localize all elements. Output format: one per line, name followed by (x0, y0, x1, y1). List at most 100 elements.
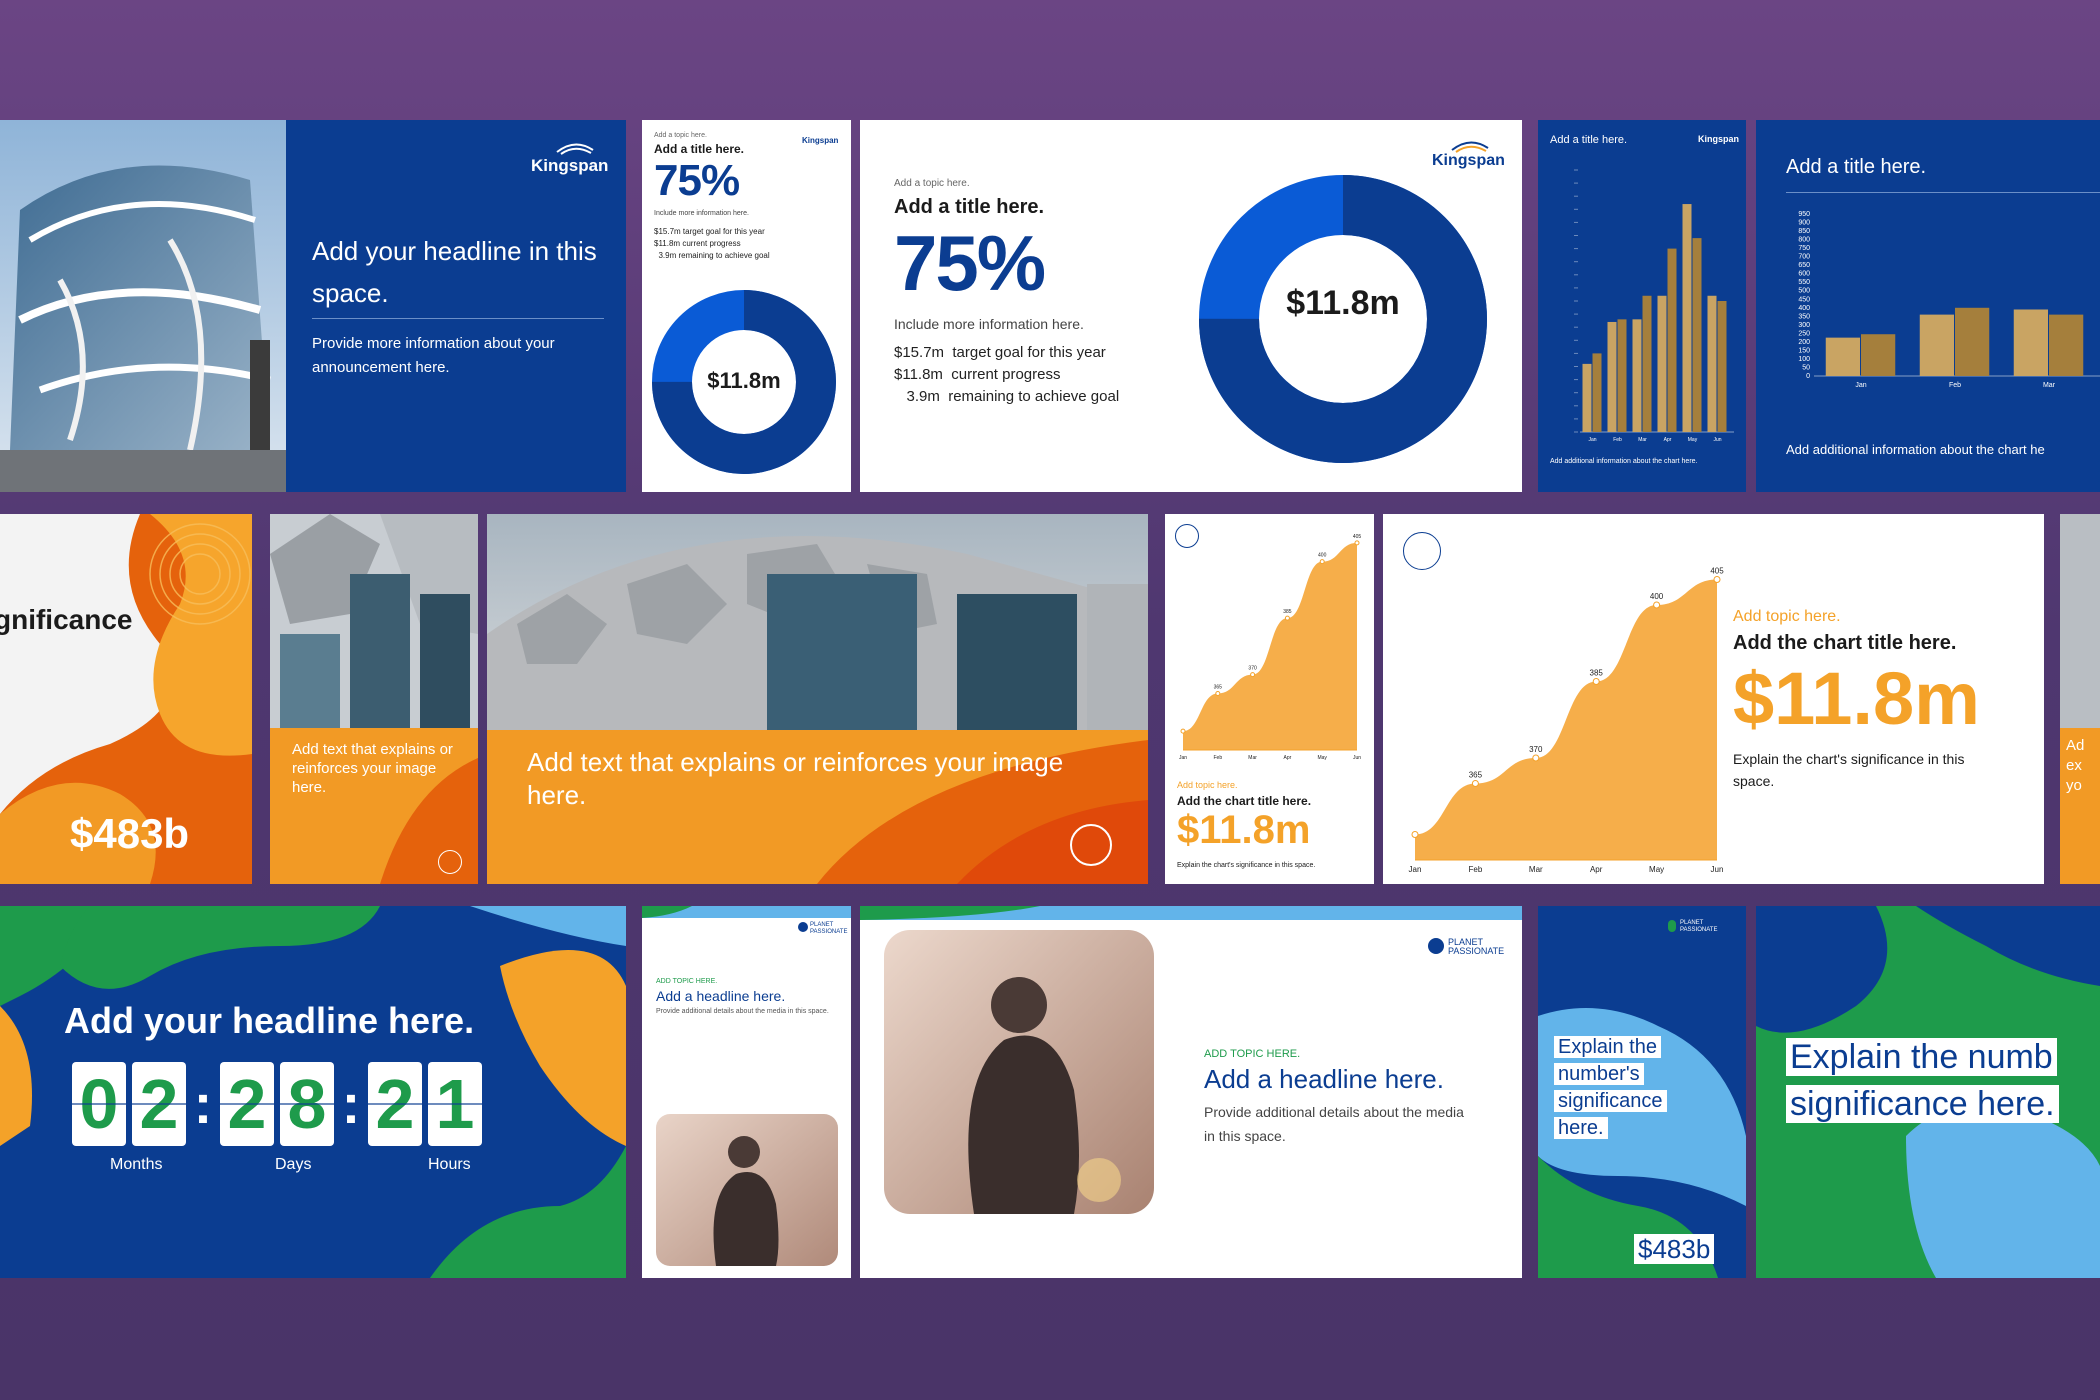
title: Add the chart title here. (1733, 632, 1957, 654)
area-fill (1415, 579, 1717, 860)
slide-number-landscape[interactable]: Explain the numb significance here. (1756, 906, 2100, 1278)
digit: 2 (220, 1062, 274, 1146)
y-tick-label: 350 (1798, 313, 1810, 320)
number-caption: Explain the number's significance here. (1554, 1034, 1694, 1142)
data-label: 400 (1650, 592, 1664, 601)
building-photo (487, 514, 1148, 730)
data-point (1284, 615, 1290, 621)
people-passionate-logo-icon (1175, 524, 1199, 548)
planet-logo-icon (798, 922, 808, 932)
headline: Add your headline in this space. (312, 236, 597, 308)
slide-bar-portrait[interactable]: Add a title here. Kingspan Jan Feb Mar Apr M… (1538, 120, 1746, 492)
slide-area-portrait[interactable]: Jan 365 Feb 370 Mar 385 Apr 400 May 405 Jun Add to… (1165, 514, 1374, 884)
woman-photo (656, 1114, 838, 1266)
title: Add a title here. (1550, 134, 1628, 146)
slide-number-portrait[interactable]: PLANET PASSIONATE Explain the number's s… (1538, 906, 1746, 1278)
building-photo (0, 120, 286, 492)
planet-logo-icon (1668, 920, 1676, 932)
info: Include more information here. (654, 210, 749, 217)
x-tick-label: Mar (1638, 437, 1647, 443)
footer: Add additional information about the cha… (1786, 442, 2045, 457)
y-tick-label: 850 (1798, 228, 1810, 235)
slide-partial-orange[interactable]: Ad ex yo (2060, 514, 2100, 884)
slide-image-landscape[interactable]: Add text that explains or reinforces you… (487, 514, 1148, 884)
area-chart-large: Jan 365 Feb 370 Mar 385 Apr 400 May 405 Jun (1409, 567, 1725, 875)
digit: 8 (280, 1062, 334, 1146)
label-days: Days (275, 1156, 312, 1173)
label-hours: Hours (428, 1156, 471, 1173)
data-label: 365 (1469, 771, 1483, 780)
y-tick-label: 800 (1798, 237, 1810, 244)
x-tick-label: Jun (1713, 437, 1721, 443)
y-tick-label: 100 (1798, 356, 1810, 363)
description: Explain the chart's significance in this… (1177, 862, 1316, 869)
y-tick-label: 450 (1798, 296, 1810, 303)
big-value: $11.8m (1733, 657, 1980, 740)
bar (1582, 363, 1592, 432)
y-tick-label: 750 (1798, 245, 1810, 252)
divider (1786, 192, 2100, 193)
digit: 2 (368, 1062, 422, 1146)
people-passionate-logo-icon (1070, 824, 1112, 866)
x-tick-label: Jan (1588, 437, 1596, 443)
bar (1607, 321, 1617, 432)
topic: ADD TOPIC HERE. (656, 978, 718, 985)
x-tick-label: Jan (1409, 865, 1422, 874)
slide-donut-portrait[interactable]: Kingspan Add a topic here. Add a title h… (642, 120, 851, 492)
donut-value: $11.8m (707, 368, 781, 393)
brand-logo: Kingspan (1698, 134, 1740, 144)
x-tick-label: May (1688, 437, 1698, 443)
label-months: Months (110, 1156, 163, 1173)
x-tick-label: Jun (1353, 755, 1361, 761)
y-tick-label: 300 (1798, 322, 1810, 329)
goal-rows: $15.7m target goal for this year $11.8m … (894, 344, 1120, 405)
info: Include more information here. (894, 316, 1084, 332)
x-tick-label: Jan (1855, 382, 1866, 389)
headline: Add your headline here. (64, 1000, 475, 1041)
x-tick-label: Mar (1529, 865, 1543, 874)
x-tick-label: Feb (1213, 755, 1222, 761)
x-tick-label: Feb (1613, 437, 1622, 443)
blob-shapes (0, 906, 626, 1278)
slide-area-landscape[interactable]: Jan 365 Feb 370 Mar 385 Apr 400 May 405 Jun Add to… (1383, 514, 2044, 884)
planet-logo-icon (1428, 938, 1444, 954)
bar-chart-large: 0501001502002503003504004505005506006507… (1798, 211, 2100, 389)
data-point (1250, 672, 1256, 678)
x-tick-label: Apr (1590, 865, 1603, 874)
x-tick-label: Apr (1664, 437, 1672, 443)
slide-media-landscape[interactable]: PLANET PASSIONATE ADD TOPIC HERE. Add a … (860, 906, 1522, 1278)
y-tick-label: 550 (1798, 279, 1810, 286)
slide-image-portrait[interactable]: Add text that explains or reinforces you… (270, 514, 478, 884)
body-text: Provide more information about your anno… (312, 335, 555, 376)
data-label: 365 (1214, 685, 1223, 691)
x-tick-label: Apr (1284, 755, 1292, 761)
title: Add a title here. (894, 196, 1045, 218)
slide-media-portrait[interactable]: PLANET PASSIONATE ADD TOPIC HERE. Add a … (642, 906, 851, 1278)
slide-significance-orange[interactable]: gnificance $483b (0, 514, 252, 884)
slide-bar-landscape[interactable]: Add a title here. 0 50 100 150 200 250 300 350 4… (1756, 120, 2100, 492)
title: Add a title here. (654, 142, 745, 156)
bar (2049, 314, 2084, 376)
digit: 0 (72, 1062, 126, 1146)
planet-logo-text: PLANET PASSIONATE (1448, 937, 1505, 956)
topic: Add a topic here. (894, 178, 970, 189)
data-label: 385 (1283, 609, 1292, 615)
big-value: $483b (1634, 1234, 1715, 1265)
x-tick-label: Mar (1248, 755, 1257, 761)
data-point (1319, 559, 1325, 565)
slide-donut-landscape[interactable]: Kingspan Add a topic here. Add a title h… (860, 120, 1522, 492)
data-label: 370 (1248, 666, 1257, 672)
y-tick-label: 400 (1798, 305, 1810, 312)
building-photo (2060, 514, 2100, 728)
slide-photo-headline[interactable]: Kingspan Add your headline in this space… (0, 120, 626, 492)
top-shapes (860, 906, 1522, 920)
bar (1861, 334, 1896, 376)
footer: Add additional information about the cha… (1550, 458, 1698, 465)
data-label: 370 (1529, 745, 1543, 754)
data-label: 405 (1353, 534, 1362, 540)
y-tick-label: 700 (1798, 254, 1810, 261)
bar (1657, 295, 1667, 432)
y-tick-label: 50 (1802, 364, 1810, 371)
